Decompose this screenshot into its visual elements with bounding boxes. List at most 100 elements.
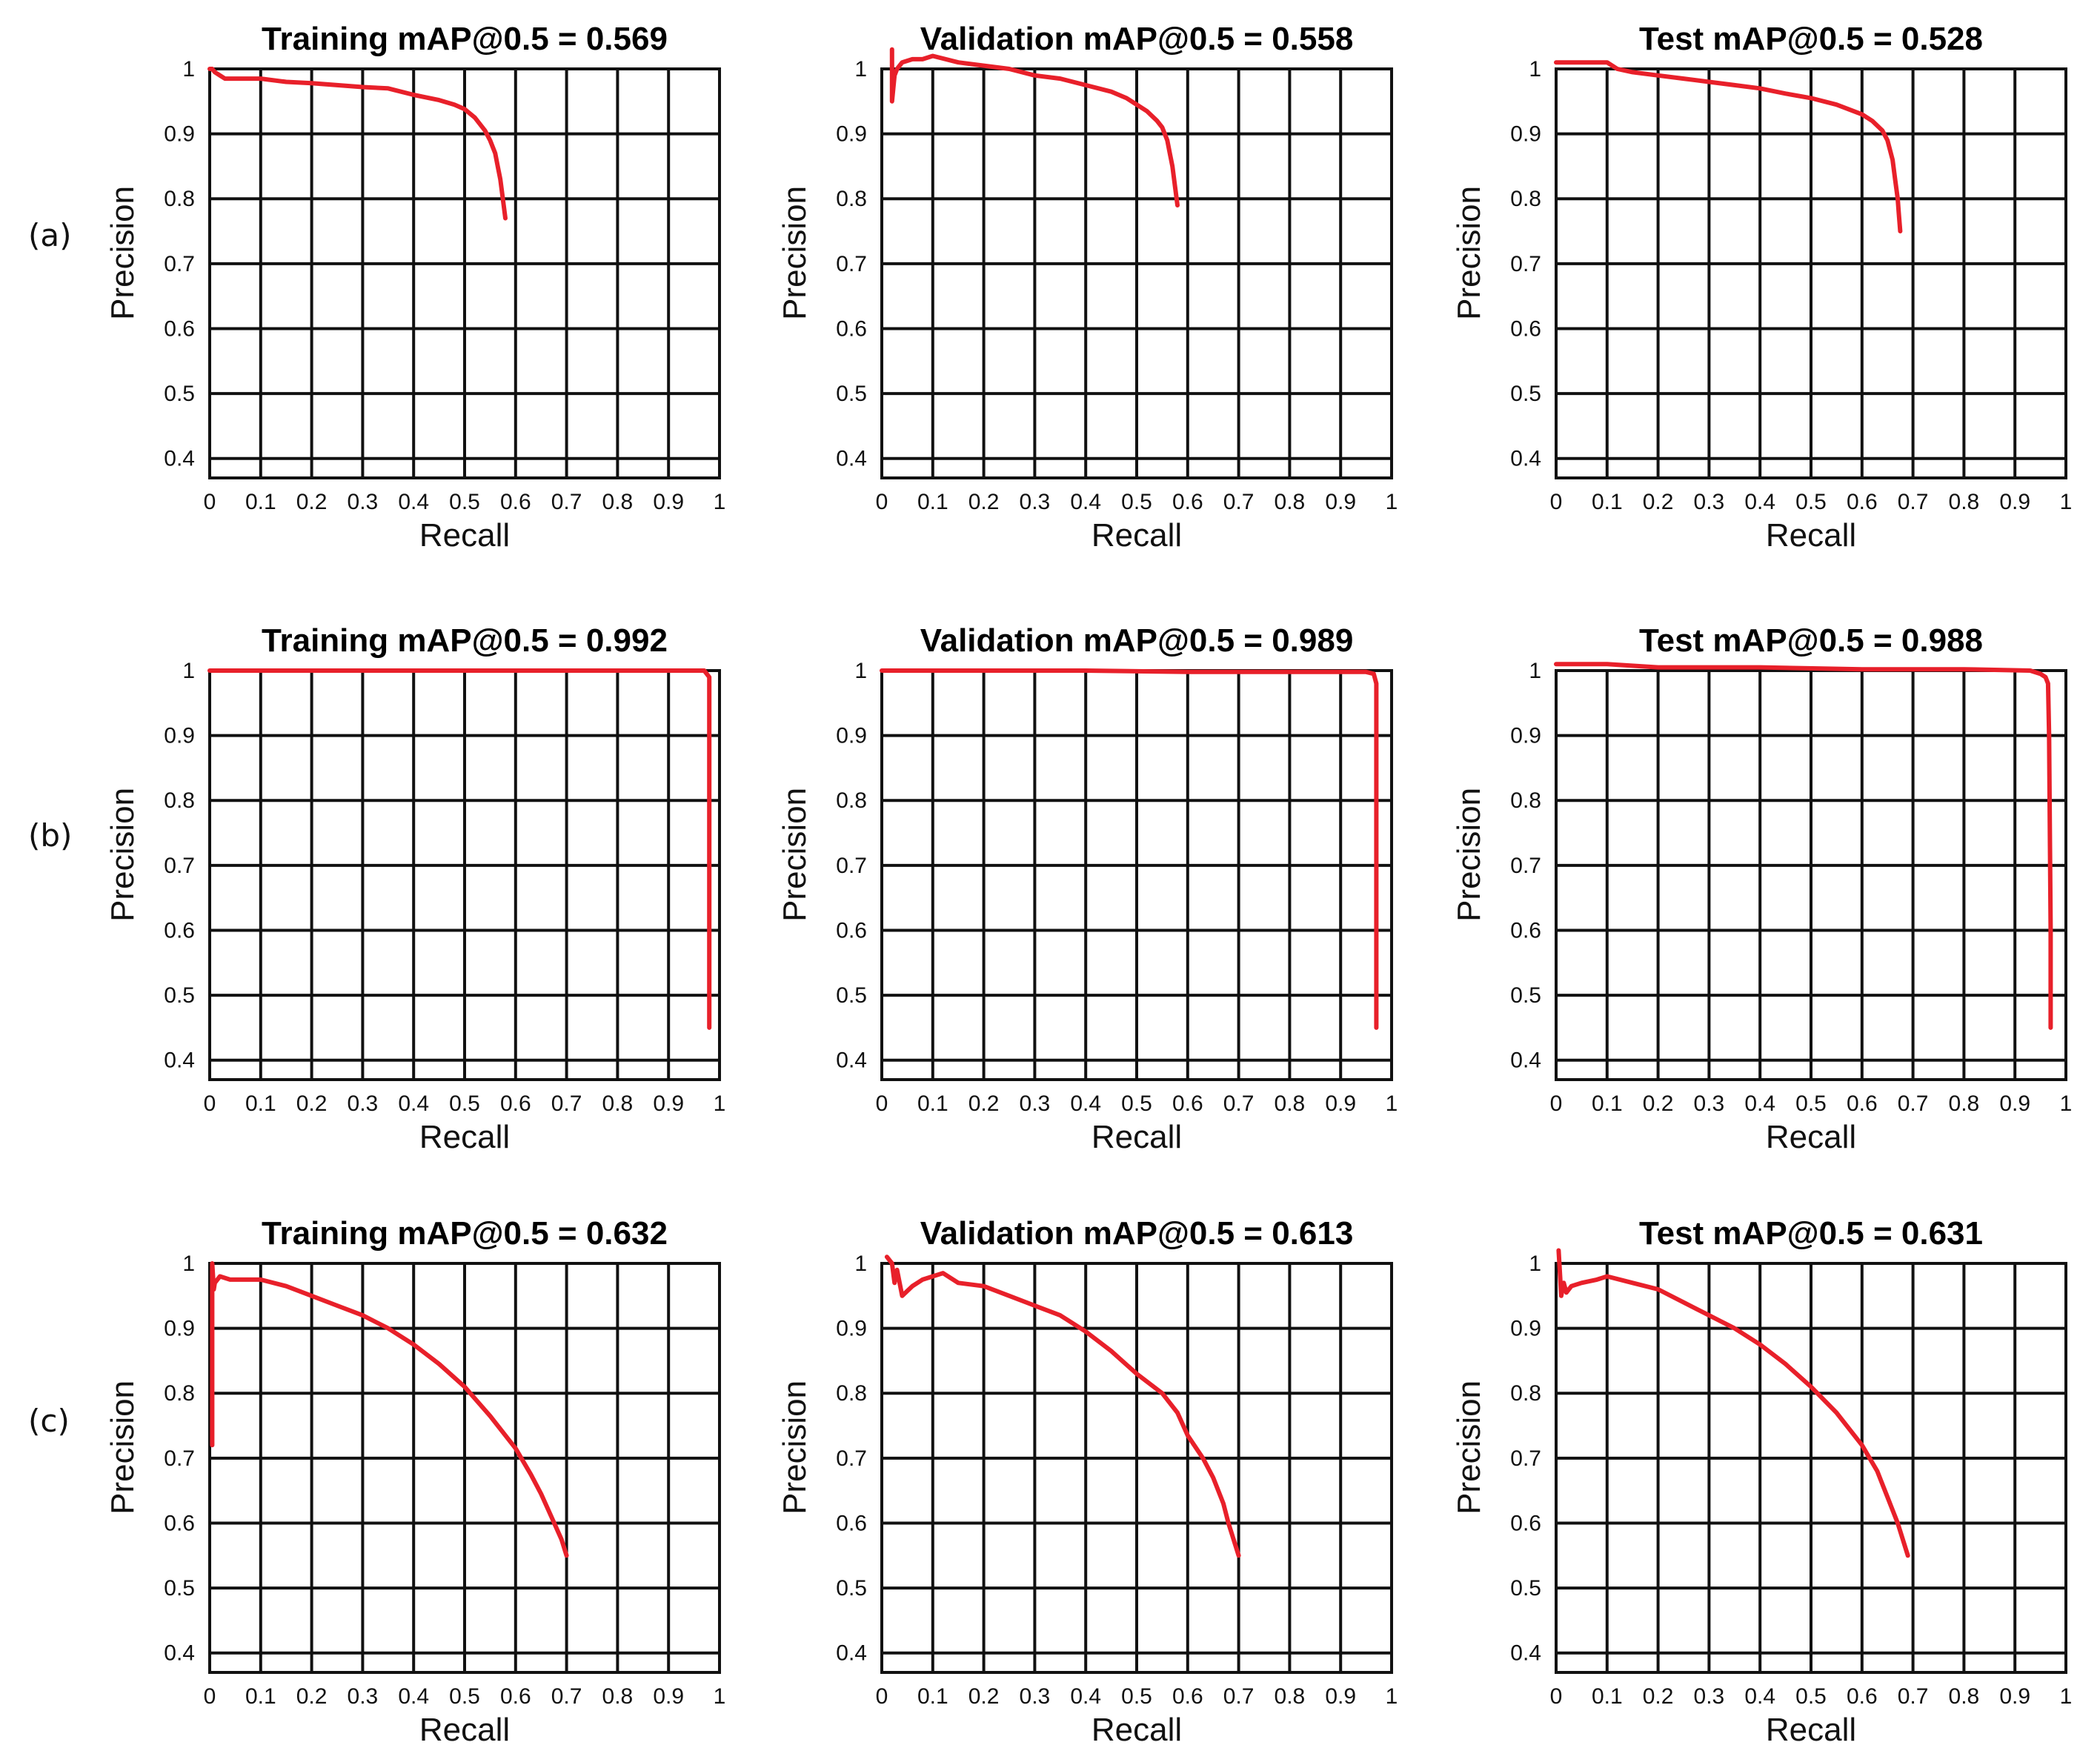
chart-5-xtick-9: 0.9	[1999, 1091, 2030, 1116]
chart-0-ytick-1: 0.5	[164, 382, 195, 406]
chart-5-ytick-6: 1	[1529, 659, 1541, 683]
chart-5-xtick-8: 0.8	[1949, 1091, 1980, 1116]
chart-3-ytick-5: 0.9	[164, 724, 195, 748]
chart-3-ytick-4: 0.8	[164, 788, 195, 813]
chart-6-xlabel: Recall	[419, 1712, 510, 1748]
chart-3-xtick-8: 0.8	[602, 1091, 634, 1116]
chart-3: Training mAP@0.5 = 0.992 0 0.1 0.2 0.3 0.4 0.5…	[104, 622, 725, 1155]
chart-7-ytick-6: 1	[854, 1252, 867, 1276]
chart-4-xtick-9: 0.9	[1325, 1091, 1356, 1116]
chart-0-xlabel: Recall	[419, 517, 510, 554]
chart-2-ytick-6: 1	[1529, 57, 1541, 82]
chart-2-series-0-line	[1554, 60, 1903, 233]
chart-3-xtick-9: 0.9	[653, 1091, 684, 1116]
chart-7-title: Validation mAP@0.5 = 0.613	[920, 1215, 1354, 1252]
chart-8-ytick-0: 0.4	[1510, 1641, 1541, 1666]
chart-0-xtick-1: 0.1	[245, 490, 276, 514]
chart-5-ytick-2: 0.6	[1510, 918, 1541, 943]
chart-5-ytick-4: 0.8	[1510, 788, 1541, 813]
chart-7-ytick-4: 0.8	[836, 1381, 867, 1406]
chart-5-xtick-3: 0.3	[1694, 1091, 1725, 1116]
chart-0-ylabel: Precision	[104, 186, 141, 320]
chart-2-xtick-0: 0	[1550, 490, 1563, 514]
chart-3-xtick-6: 0.6	[500, 1091, 531, 1116]
chart-5-frame	[1555, 669, 2067, 1081]
row-label-a: (a)	[28, 217, 72, 253]
chart-1-ylabel: Precision	[777, 186, 813, 320]
chart-4-xtick-4: 0.4	[1070, 1091, 1101, 1116]
chart-4-xtick-10: 1	[1386, 1091, 1398, 1116]
chart-0-xtick-0: 0	[204, 490, 216, 514]
chart-1-ytick-0: 0.4	[836, 447, 867, 471]
chart-4-title: Validation mAP@0.5 = 0.989	[920, 622, 1354, 659]
chart-4-ytick-4: 0.8	[836, 788, 867, 813]
chart-0-series-0-line	[207, 67, 508, 221]
chart-1-xlabel: Recall	[1091, 517, 1182, 554]
chart-2: Test mAP@0.5 = 0.528 0 0.1 0.2 0.3 0.4 0.5 0.6 0…	[1451, 21, 2072, 554]
chart-5-series-0-line	[1554, 662, 2053, 1030]
chart-4-xtick-2: 0.2	[968, 1091, 1000, 1116]
chart-8-xtick-1: 0.1	[1592, 1684, 1623, 1709]
chart-6-xtick-1: 0.1	[245, 1684, 276, 1709]
chart-6-xtick-4: 0.4	[398, 1684, 429, 1709]
chart-1-frame	[880, 67, 1393, 479]
chart-8-ytick-6: 1	[1529, 1252, 1541, 1276]
chart-2-xlabel: Recall	[1766, 517, 1856, 554]
chart-0-xtick-6: 0.6	[500, 490, 531, 514]
chart-4-ytick-1: 0.5	[836, 983, 867, 1008]
chart-6-ytick-2: 0.6	[164, 1511, 195, 1535]
chart-8-xtick-4: 0.4	[1744, 1684, 1775, 1709]
chart-6-ytick-6: 1	[182, 1252, 195, 1276]
chart-8-ytick-3: 0.7	[1510, 1446, 1541, 1471]
chart-3-xtick-1: 0.1	[245, 1091, 276, 1116]
chart-6-ytick-4: 0.8	[164, 1381, 195, 1406]
chart-0-ytick-0: 0.4	[164, 447, 195, 471]
chart-6-xtick-0: 0	[204, 1684, 216, 1709]
chart-8: Test mAP@0.5 = 0.631 0 0.1 0.2 0.3 0.4 0.5 0.6 0…	[1451, 1215, 2072, 1748]
chart-4-xtick-1: 0.1	[917, 1091, 948, 1116]
chart-1-xtick-3: 0.3	[1020, 490, 1051, 514]
chart-3-ytick-0: 0.4	[164, 1049, 195, 1073]
chart-7-ytick-5: 0.9	[836, 1317, 867, 1341]
chart-8-xtick-7: 0.7	[1898, 1684, 1929, 1709]
chart-1-ytick-4: 0.8	[836, 187, 867, 211]
chart-3-xtick-2: 0.2	[296, 1091, 328, 1116]
chart-1-xtick-6: 0.6	[1172, 490, 1203, 514]
chart-6-ytick-1: 0.5	[164, 1576, 195, 1601]
chart-4-ylabel: Precision	[777, 788, 813, 922]
chart-1-ytick-3: 0.7	[836, 252, 867, 276]
row-label-b: (b)	[28, 817, 72, 854]
chart-6-title: Training mAP@0.5 = 0.632	[262, 1215, 668, 1252]
chart-4-ytick-6: 1	[854, 659, 867, 683]
chart-4-xtick-5: 0.5	[1121, 1091, 1152, 1116]
chart-8-ylabel: Precision	[1451, 1380, 1487, 1515]
chart-1-ytick-1: 0.5	[836, 382, 867, 406]
chart-5-xtick-2: 0.2	[1643, 1091, 1674, 1116]
chart-4-xtick-7: 0.7	[1223, 1091, 1255, 1116]
chart-0-xtick-5: 0.5	[449, 490, 480, 514]
chart-6-ytick-5: 0.9	[164, 1317, 195, 1341]
chart-5-xtick-6: 0.6	[1847, 1091, 1878, 1116]
chart-8-frame	[1555, 1262, 2067, 1674]
chart-8-xtick-2: 0.2	[1643, 1684, 1674, 1709]
chart-7-xtick-0: 0	[876, 1684, 888, 1709]
chart-8-series-0-line	[1556, 1248, 1910, 1558]
chart-2-xtick-9: 0.9	[1999, 490, 2030, 514]
chart-1-xtick-10: 1	[1386, 490, 1398, 514]
chart-8-ytick-5: 0.9	[1510, 1317, 1541, 1341]
chart-7-xtick-2: 0.2	[968, 1684, 1000, 1709]
chart-3-xtick-4: 0.4	[398, 1091, 429, 1116]
chart-0-xtick-4: 0.4	[398, 490, 429, 514]
chart-2-xtick-4: 0.4	[1744, 490, 1775, 514]
chart-7-xtick-3: 0.3	[1020, 1684, 1051, 1709]
chart-0-ytick-6: 1	[182, 57, 195, 82]
chart-6: Training mAP@0.5 = 0.632 0 0.1 0.2 0.3 0.4 0.5…	[104, 1215, 725, 1748]
chart-6-xtick-10: 1	[714, 1684, 726, 1709]
chart-1-ytick-6: 1	[854, 57, 867, 82]
chart-6-ytick-3: 0.7	[164, 1446, 195, 1471]
chart-5-xtick-0: 0	[1550, 1091, 1563, 1116]
chart-8-title: Test mAP@0.5 = 0.631	[1639, 1215, 1983, 1252]
chart-7-ytick-1: 0.5	[836, 1576, 867, 1601]
chart-2-xtick-1: 0.1	[1592, 490, 1623, 514]
chart-1-xtick-8: 0.8	[1275, 490, 1306, 514]
